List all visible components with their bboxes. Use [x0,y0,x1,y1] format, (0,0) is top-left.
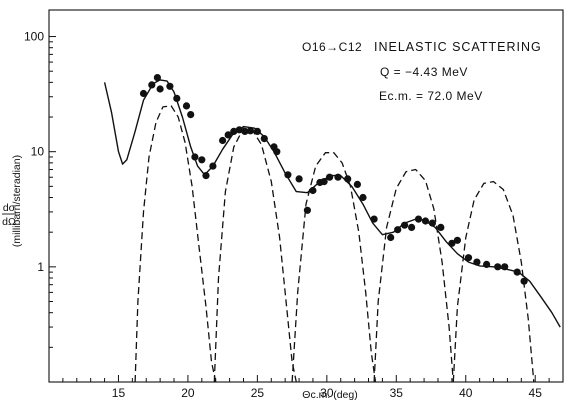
reaction-label: O16→C12 [302,40,362,54]
data-point [173,94,181,102]
solid-curve-line [103,79,561,328]
x-axis-label: Θc.m. (deg) [302,389,357,401]
data-point [520,277,528,285]
data-point [453,236,461,244]
y-tick-label: 1 [37,260,44,274]
data-point [387,233,395,242]
data-point [437,223,445,231]
data-point [153,74,161,82]
data-point [295,175,303,183]
data-point [394,226,402,234]
data-point [230,127,238,135]
y-tick-label: 100 [24,30,44,44]
data-point [209,162,217,170]
data-point [191,153,199,161]
data-point [473,258,481,266]
data-point [464,254,473,262]
x-tick-label: 15 [112,386,126,400]
dashed-curve-segment [291,152,377,383]
data-point [370,215,378,223]
dashed-curve-segment [213,127,297,383]
annotation-block: O16→C12 INELASTIC SCATTERING Q = −4.43 M… [302,40,542,103]
x-axis-ticks: 15 20 25 30 35 40 45 [48,375,564,400]
data-point [326,173,334,181]
data-point [219,136,227,145]
data-point [501,263,509,271]
data-point [202,172,210,180]
data-point [235,126,243,134]
data-point [260,135,268,143]
energy-label: Ec.m. = 72.0 MeV [379,89,483,103]
data-point [483,260,491,268]
data-point [187,111,195,119]
data-point [224,131,232,139]
x-tick-label: 20 [181,386,195,400]
data-point [359,193,367,202]
data-point [320,178,328,186]
y-tick-label: 10 [31,145,45,159]
data-point [198,156,206,164]
data-points-series [139,74,528,285]
x-tick-label: 25 [251,386,265,400]
data-point [428,219,436,227]
dashed-curve-segment [134,105,217,383]
data-point [421,217,430,225]
annotation-title: INELASTIC SCATTERING [374,40,542,54]
data-point [241,127,249,135]
x-tick-label: 45 [529,386,543,400]
data-point [494,263,502,271]
data-point [448,239,456,247]
data-point [353,180,361,188]
data-point [273,148,281,156]
data-point [253,127,261,135]
data-point [284,171,292,179]
data-point [513,268,521,276]
data-point [182,102,191,110]
data-point [408,223,416,231]
y-axis-ticks: 1 10 100 [24,30,56,383]
dashed-curve-segment [373,168,454,383]
x-tick-label: 35 [390,386,404,400]
dashed-curve-series [134,105,535,383]
ylabel-denominator: dΩ [2,216,16,228]
data-point [246,127,254,135]
x-tick-label: 30 [320,386,334,400]
data-point [303,206,311,214]
data-point [166,82,174,90]
solid-curve-series [103,79,561,328]
data-point [309,186,317,195]
data-point [139,89,148,98]
ylabel-units: (millibarn/steradian) [11,155,23,247]
data-point [401,221,409,229]
y-axis-label: dσ dΩ (millibarn/steradian) [2,155,23,247]
x-tick-label: 40 [459,386,473,400]
data-point [148,81,156,89]
ylabel-numerator: dσ [3,202,16,214]
data-point [414,215,423,223]
data-point [334,173,342,181]
data-point [156,85,164,93]
q-value-label: Q = −4.43 MeV [380,65,468,79]
plot-frame [48,9,564,383]
plot-border [48,9,564,383]
data-point [344,175,352,183]
